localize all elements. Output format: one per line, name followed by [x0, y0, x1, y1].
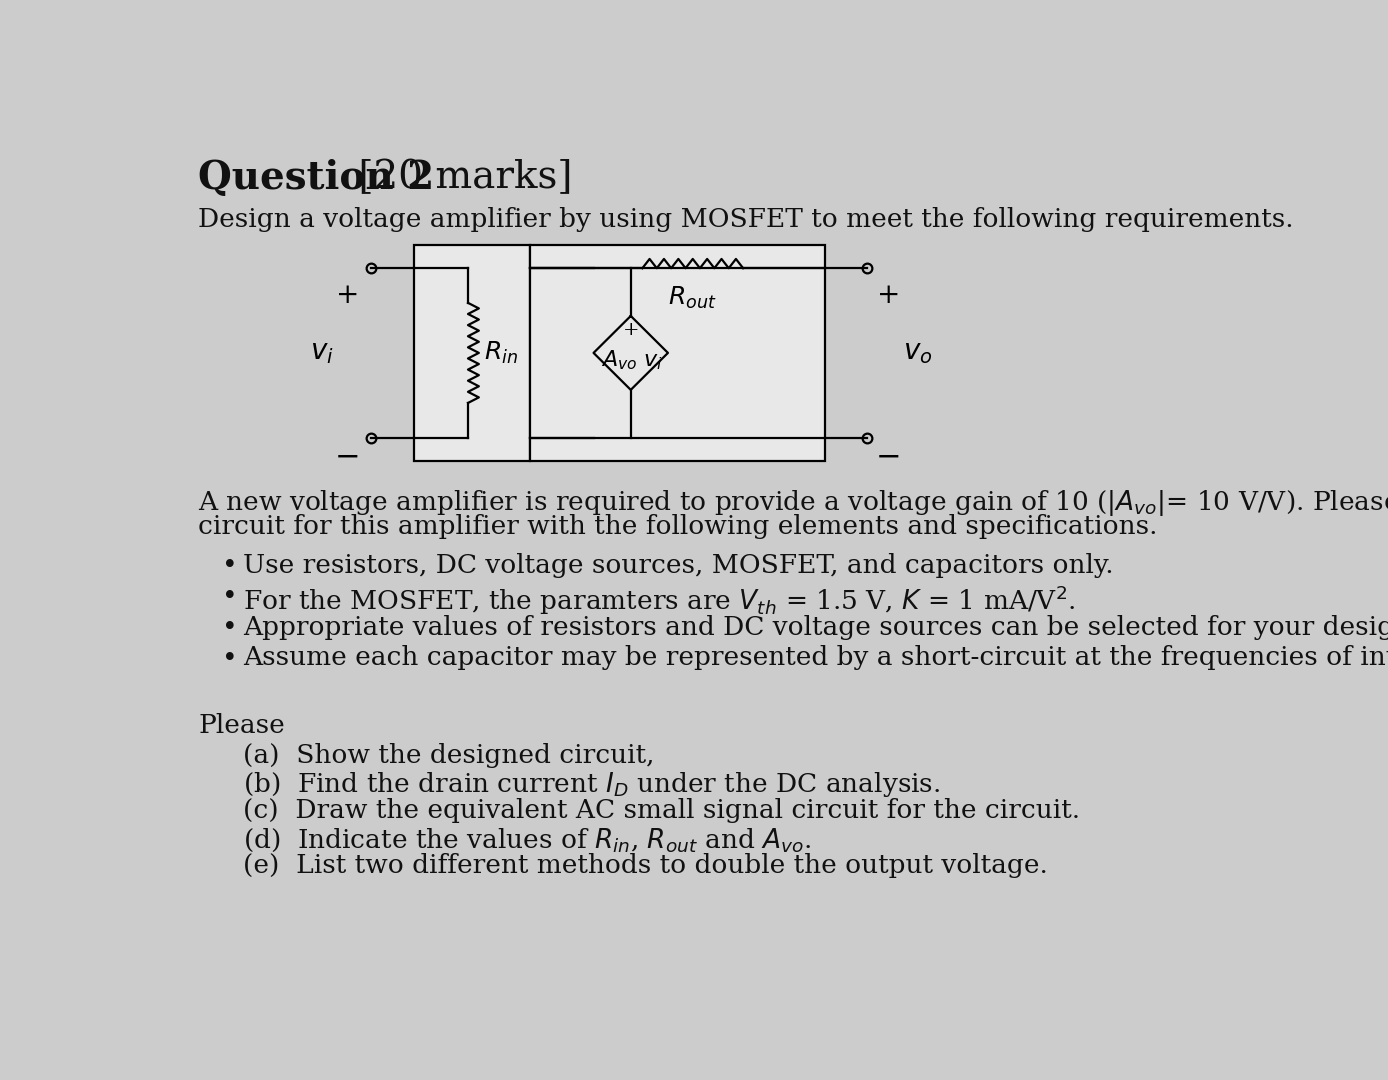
Text: •: •	[222, 584, 237, 609]
Text: +: +	[877, 282, 901, 309]
Text: (e)  List two different methods to double the output voltage.: (e) List two different methods to double…	[243, 853, 1048, 878]
Text: circuit for this amplifier with the following elements and specifications.: circuit for this amplifier with the foll…	[198, 514, 1158, 539]
Text: (b)  Find the drain current $I_D$ under the DC analysis.: (b) Find the drain current $I_D$ under t…	[243, 770, 941, 799]
Text: (a)  Show the designed circuit,: (a) Show the designed circuit,	[243, 743, 655, 768]
Text: A new voltage amplifier is required to provide a voltage gain of 10 (|$A_{vo}$|=: A new voltage amplifier is required to p…	[198, 488, 1388, 517]
Text: Design a voltage amplifier by using MOSFET to meet the following requirements.: Design a voltage amplifier by using MOSF…	[198, 206, 1294, 231]
Text: •: •	[222, 646, 237, 671]
Text: •: •	[222, 615, 237, 639]
Bar	[414, 245, 530, 461]
Text: $v_i$: $v_i$	[311, 339, 335, 366]
Text: •: •	[222, 553, 237, 578]
Text: (c)  Draw the equivalent AC small signal circuit for the circuit.: (c) Draw the equivalent AC small signal …	[243, 798, 1080, 823]
Text: +: +	[336, 282, 359, 309]
Text: $R_{out}$: $R_{out}$	[669, 285, 718, 311]
Text: Please: Please	[198, 713, 285, 739]
Text: (d)  Indicate the values of $R_{in}$, $R_{out}$ and $A_{vo}$.: (d) Indicate the values of $R_{in}$, $R_…	[243, 826, 812, 853]
Text: +: +	[622, 321, 638, 339]
Text: Appropriate values of resistors and DC voltage sources can be selected for your : Appropriate values of resistors and DC v…	[243, 615, 1388, 639]
Text: $R_{in}$: $R_{in}$	[483, 340, 518, 366]
Text: For the MOSFET, the paramters are $V_{th}$ = 1.5 V, $K$ = 1 mA/V$^2$.: For the MOSFET, the paramters are $V_{th…	[243, 584, 1076, 618]
Text: $A_{vo}$ $v_i$: $A_{vo}$ $v_i$	[601, 349, 663, 373]
Text: Use resistors, DC voltage sources, MOSFET, and capacitors only.: Use resistors, DC voltage sources, MOSFE…	[243, 553, 1115, 578]
Text: [20 marks]: [20 marks]	[346, 159, 572, 195]
Text: −: −	[876, 442, 902, 472]
Text: −: −	[335, 442, 361, 472]
Bar	[530, 245, 824, 461]
Text: Question 2: Question 2	[198, 159, 434, 197]
Text: $v_o$: $v_o$	[902, 339, 933, 366]
Text: Assume each capacitor may be represented by a short-circuit at the frequencies o: Assume each capacitor may be represented…	[243, 646, 1388, 671]
